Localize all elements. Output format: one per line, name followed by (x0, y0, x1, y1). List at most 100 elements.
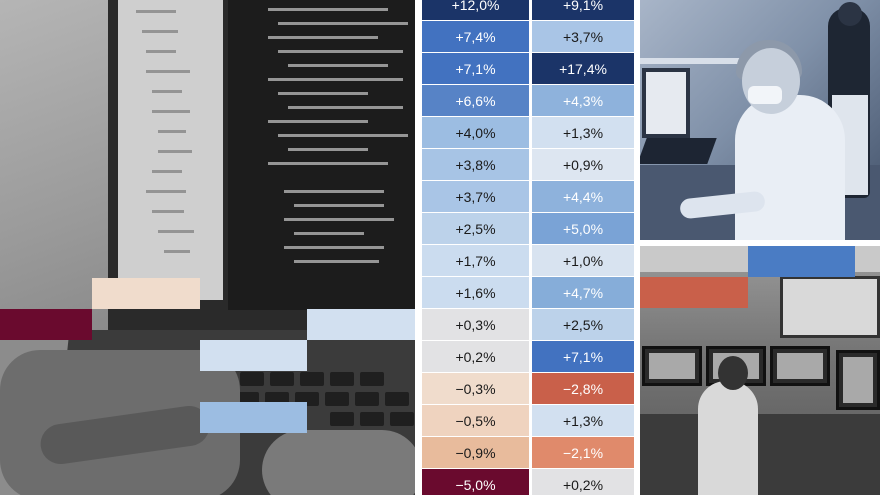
deco-bar (307, 309, 415, 340)
tree-line (146, 70, 190, 73)
cell-col1: +1,7% (422, 245, 529, 276)
cell-col2: +3,7% (532, 21, 634, 52)
code-line (284, 190, 384, 193)
cell-col1: −0,9% (422, 437, 529, 468)
cell-col2: +4,4% (532, 181, 634, 212)
tree-line (136, 10, 176, 13)
keyboard-key (360, 412, 384, 426)
control-monitor (836, 350, 880, 410)
code-line (294, 204, 384, 207)
cell-col2: −2,1% (532, 437, 634, 468)
cell-col2: +0,2% (532, 469, 634, 495)
keyboard-key (300, 372, 324, 386)
cell-col2: +1,0% (532, 245, 634, 276)
code-line (268, 162, 388, 165)
standing-worker-head (838, 2, 862, 26)
tree-line (152, 210, 184, 213)
cell-col1: −0,3% (422, 373, 529, 404)
deco-bar (200, 402, 307, 433)
keyboard-key (330, 412, 354, 426)
cell-col2: +4,7% (532, 277, 634, 308)
code-line (284, 218, 394, 221)
keyboard-key (325, 392, 349, 406)
table-row: +12,0% +9,1% (422, 0, 634, 21)
table-row: −5,0% +0,2% (422, 469, 634, 495)
table-row: +2,5% +5,0% (422, 213, 634, 245)
cell-col2: +4,3% (532, 85, 634, 116)
percentage-table: +12,0% +9,1% +7,4% +3,7% +7,1% +17,4% +6,6% +4,… (422, 0, 634, 495)
table-row: +7,1% +17,4% (422, 53, 634, 85)
operator-head (718, 356, 748, 390)
table-row: +1,7% +1,0% (422, 245, 634, 277)
code-line (284, 246, 384, 249)
tree-line (146, 50, 176, 53)
code-line (268, 120, 368, 123)
deco-bar (200, 340, 307, 371)
tree-line (152, 90, 182, 93)
code-editor-pane (228, 0, 415, 310)
lab-worker-head (742, 48, 800, 114)
lab-monitor (642, 68, 690, 138)
control-monitor-screen (777, 353, 823, 379)
cell-col1: +1,6% (422, 277, 529, 308)
tree-line (158, 150, 192, 153)
tree-line (146, 190, 186, 193)
cell-col2: +7,1% (532, 341, 634, 372)
cell-col2: +17,4% (532, 53, 634, 84)
control-desk (640, 414, 880, 495)
keyboard-key (270, 372, 294, 386)
cell-col2: +9,1% (532, 0, 634, 20)
code-line (288, 106, 403, 109)
code-line (294, 232, 364, 235)
tree-line (164, 250, 190, 253)
code-line (294, 260, 379, 263)
lab-shelf (640, 58, 790, 64)
code-line (278, 50, 403, 53)
lab-worker-body (735, 95, 845, 240)
tree-line (158, 230, 194, 233)
cell-col1: −0,5% (422, 405, 529, 436)
face-mask (748, 86, 782, 104)
tree-line (152, 170, 182, 173)
code-line (278, 134, 408, 137)
keyboard-key (330, 372, 354, 386)
table-row: +0,2% +7,1% (422, 341, 634, 373)
code-line (288, 64, 388, 67)
cell-col2: +5,0% (532, 213, 634, 244)
tree-line (152, 110, 190, 113)
table-row: +4,0% +1,3% (422, 117, 634, 149)
lab-worker-photo (640, 0, 880, 240)
cell-col1: +0,2% (422, 341, 529, 372)
cell-col1: +3,8% (422, 149, 529, 180)
cell-col1: +4,0% (422, 117, 529, 148)
table-row: +1,6% +4,7% (422, 277, 634, 309)
right-hand (262, 430, 415, 495)
keyboard-key (355, 392, 379, 406)
tree-line (142, 30, 178, 33)
deco-bar (748, 246, 855, 277)
code-line (268, 36, 378, 39)
laptop-code-photo (0, 0, 415, 495)
wall-display (780, 276, 880, 338)
tree-line (158, 130, 186, 133)
keyboard-key (385, 392, 409, 406)
table-row: −0,9% −2,1% (422, 437, 634, 469)
cell-col1: +7,4% (422, 21, 529, 52)
cell-col2: +0,9% (532, 149, 634, 180)
code-line (268, 8, 388, 11)
cell-col1: +3,7% (422, 181, 529, 212)
keyboard-key (240, 372, 264, 386)
control-monitor (770, 346, 830, 386)
cell-col2: +2,5% (532, 309, 634, 340)
cell-col1: +12,0% (422, 0, 529, 20)
control-monitor (642, 346, 702, 386)
table-row: +6,6% +4,3% (422, 85, 634, 117)
table-row: −0,3% −2,8% (422, 373, 634, 405)
table-row: +3,8% +0,9% (422, 149, 634, 181)
code-line (278, 92, 368, 95)
file-tree-pane (118, 0, 223, 300)
cell-col1: +0,3% (422, 309, 529, 340)
code-line (288, 148, 368, 151)
table-row: +0,3% +2,5% (422, 309, 634, 341)
